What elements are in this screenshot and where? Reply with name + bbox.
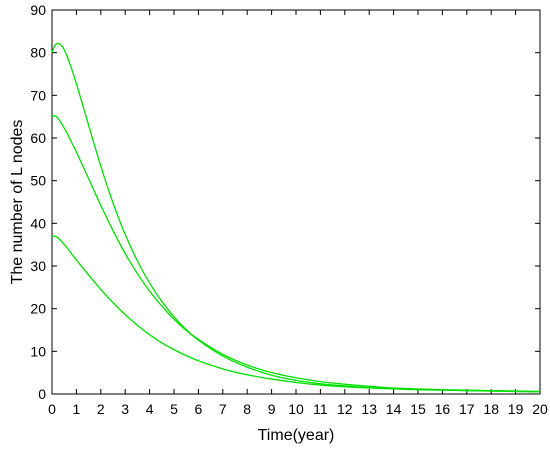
plot-area — [51, 9, 541, 395]
x-tick-label: 0 — [48, 401, 56, 417]
x-tick-labels: 0 1 2 3 4 5 6 7 8 9 10 11 12 13 14 15 16 17 18 19 20 — [48, 401, 548, 417]
x-tick-label: 17 — [459, 401, 475, 417]
y-tick-label: 70 — [30, 87, 46, 103]
y-tick-label: 0 — [38, 386, 46, 402]
x-tick-label: 4 — [146, 401, 154, 417]
x-tick-label: 1 — [73, 401, 81, 417]
x-tick-label: 10 — [288, 401, 304, 417]
x-axis-label: Time(year) — [258, 427, 335, 444]
x-tick-label: 14 — [386, 401, 402, 417]
x-tick-label: 13 — [361, 401, 377, 417]
y-tick-label: 80 — [30, 45, 46, 61]
x-tick-label: 18 — [483, 401, 499, 417]
y-tick-labels: 0 10 20 30 40 50 60 70 80 90 — [30, 2, 46, 402]
y-tick-label: 20 — [30, 301, 46, 317]
x-tick-label: 12 — [337, 401, 353, 417]
x-tick-label: 20 — [532, 401, 548, 417]
y-tick-label: 50 — [30, 173, 46, 189]
series-line-3 — [51, 235, 541, 393]
x-tick-label: 8 — [243, 401, 251, 417]
x-tick-label: 6 — [195, 401, 203, 417]
x-tick-label: 11 — [313, 401, 328, 417]
y-tick-label: 40 — [30, 215, 46, 231]
x-tick-label: 2 — [97, 401, 105, 417]
x-tick-label: 7 — [219, 401, 227, 417]
x-tick-label: 3 — [121, 401, 129, 417]
series-line-2 — [51, 115, 541, 393]
x-tick-label: 16 — [435, 401, 451, 417]
x-tick-label: 15 — [410, 401, 426, 417]
y-tick-label: 30 — [30, 258, 46, 274]
x-tick-label: 9 — [268, 401, 276, 417]
axis-ticks — [51, 9, 541, 395]
y-axis-label: The number of L nodes — [9, 120, 26, 285]
x-tick-label: 19 — [508, 401, 524, 417]
x-tick-label: 5 — [170, 401, 178, 417]
y-tick-label: 60 — [30, 130, 46, 146]
series-lines — [51, 42, 541, 393]
y-tick-label: 90 — [30, 2, 46, 18]
y-tick-label: 10 — [30, 343, 46, 359]
